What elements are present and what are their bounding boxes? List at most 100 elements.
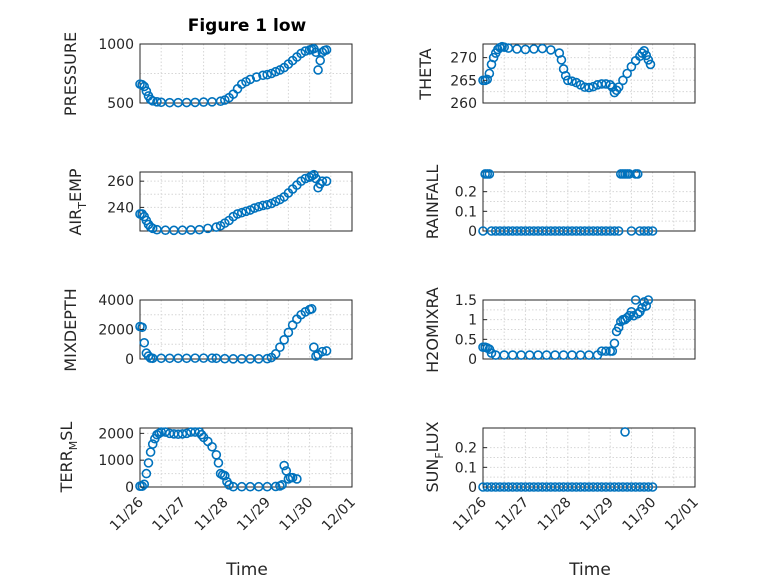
data-point <box>499 42 510 52</box>
y-tick-label: 0.5 <box>455 332 477 348</box>
x-tick-label: 11/28 <box>535 495 575 535</box>
data-point <box>632 169 643 179</box>
data-point <box>139 337 150 348</box>
y-tick-label: 0 <box>468 224 477 240</box>
data-point <box>300 46 311 56</box>
x-tick-labels-right: 11/26 11/27 11/28 11/29 11/30 12/01 <box>450 494 702 534</box>
subplot-rainfall: 0 0.1 0.2 RAINFALL <box>423 165 696 240</box>
data-point <box>609 226 620 236</box>
x-tick-label: 12/01 <box>662 495 702 535</box>
data-point <box>190 97 200 108</box>
data-point <box>584 82 594 93</box>
y-axis-label-text: PRESSURE <box>61 32 80 116</box>
data-point <box>262 69 273 80</box>
data-point <box>516 350 526 360</box>
data-point <box>143 458 154 468</box>
data-point <box>213 458 224 468</box>
data-point <box>630 295 641 305</box>
y-tick-label: 0 <box>468 480 477 496</box>
data-point <box>145 447 156 457</box>
data-point <box>145 94 156 105</box>
subplot-h2omixra: 0 0.5 1 1.5 H2OMIXRA <box>423 287 696 373</box>
data-point <box>618 75 628 86</box>
data-point <box>152 97 162 107</box>
data-point <box>181 353 192 364</box>
y-tick-label: 1000 <box>98 37 134 53</box>
data-point <box>541 350 552 360</box>
data-point <box>262 353 273 364</box>
data-point <box>147 439 158 449</box>
data-point <box>198 97 209 107</box>
data-point <box>641 301 652 311</box>
data-point <box>190 353 200 363</box>
y-axis-label: PRESSURE <box>61 32 80 116</box>
x-tick-label: 11/30 <box>277 495 317 535</box>
y-tick-label: 1 <box>468 313 477 329</box>
data-point <box>139 479 150 490</box>
y-tick-label: 265 <box>450 73 477 89</box>
data-point <box>613 322 624 333</box>
data-point <box>220 470 230 481</box>
data-point <box>533 350 543 360</box>
data-point <box>605 80 616 90</box>
data-point <box>556 55 567 65</box>
data-point <box>647 226 658 236</box>
data-point <box>537 43 548 54</box>
data-point <box>211 222 222 232</box>
data-point <box>317 176 328 186</box>
data-point <box>560 70 571 81</box>
data-point <box>207 353 217 363</box>
data-point <box>645 59 656 70</box>
data-point <box>232 209 243 219</box>
data-point <box>283 327 294 338</box>
data-point <box>270 349 281 359</box>
data-point <box>622 68 632 79</box>
data-point <box>141 86 152 96</box>
data-point <box>529 44 539 54</box>
data-point <box>258 200 268 211</box>
data-point <box>484 169 495 179</box>
y-tick-label: 0 <box>125 480 134 496</box>
y-tick-label: 0.1 <box>455 460 477 476</box>
subplot-air-temp: 240 260 AIRTEMP <box>66 168 353 236</box>
data-point <box>277 480 287 490</box>
data-point <box>321 45 332 55</box>
data-point <box>321 346 332 356</box>
data-point <box>575 350 586 360</box>
data-point <box>309 342 319 353</box>
data-point <box>279 460 289 471</box>
x-tick-label: 12/01 <box>319 495 359 535</box>
data-point <box>620 427 630 437</box>
data-point <box>177 225 188 236</box>
data-point <box>251 72 262 82</box>
data-point <box>139 81 150 92</box>
subplot-sun-flux: 0 0.1 0.2 SUNFLUX <box>423 421 696 496</box>
data-point <box>562 75 573 86</box>
x-tick-label: 11/26 <box>107 494 147 534</box>
y-tick-label: 0.2 <box>455 185 477 201</box>
y-tick-label: 0.1 <box>455 204 477 220</box>
x-tick-label: 11/27 <box>149 495 189 535</box>
data-point <box>613 226 624 236</box>
data-point <box>169 225 179 236</box>
data-point <box>643 295 654 305</box>
data-point <box>609 338 620 349</box>
y-tick-label: 1000 <box>98 453 134 469</box>
y-axis-label: THETA <box>416 48 435 100</box>
data-point <box>160 225 171 236</box>
data-point <box>317 346 328 357</box>
data-point <box>156 353 166 364</box>
data-point <box>173 353 183 364</box>
y-tick-label: 500 <box>107 96 134 112</box>
y-axis-label: H2OMIXRA <box>423 287 442 373</box>
data-point <box>639 46 649 56</box>
subplot-theta: 260 265 270 THETA <box>416 41 696 112</box>
axes-frame <box>482 43 696 104</box>
x-tick-labels-left: 11/26 11/27 11/28 11/29 11/30 12/01 <box>107 494 359 534</box>
data-point <box>196 429 207 440</box>
data-point <box>141 468 152 479</box>
x-tick-label: 11/27 <box>492 495 532 535</box>
subplot-pressure: 500 1000 PRESSURE <box>61 32 353 116</box>
data-point <box>137 209 147 219</box>
data-point <box>315 55 326 66</box>
